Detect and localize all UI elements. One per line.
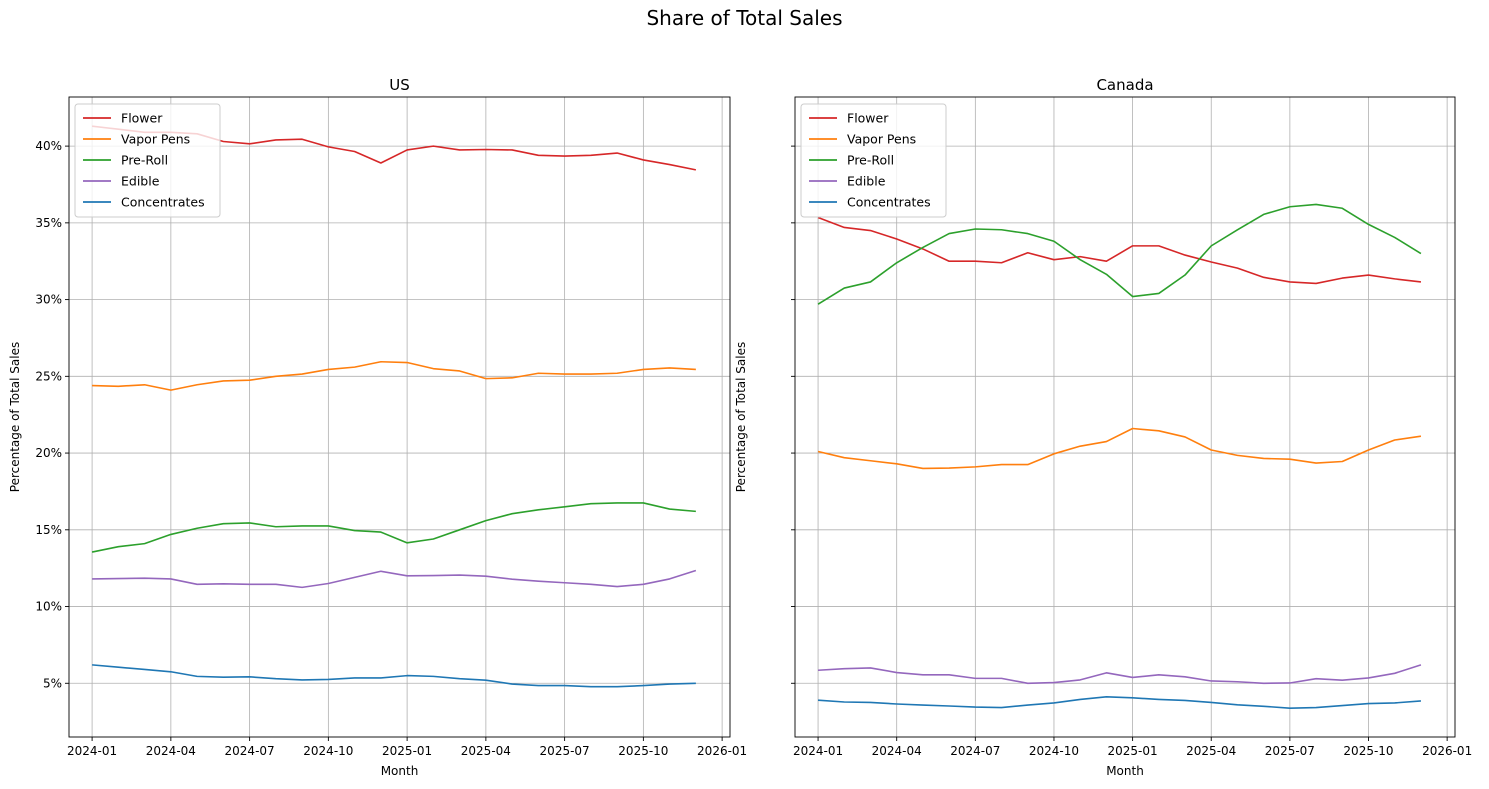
x-tick-label: 2025-10 [1343,744,1393,758]
x-tick-label: 2025-04 [461,744,511,758]
legend-label-edible: Edible [121,174,160,189]
y-tick-label: 20% [35,446,62,460]
plot-frame [68,96,731,738]
legend-label-flower: Flower [121,111,163,126]
x-tick-label: 2025-04 [1186,744,1236,758]
x-tick-label: 2024-01 [67,744,117,758]
y-tick-label: 5% [43,676,62,690]
x-tick-label: 2024-01 [793,744,843,758]
x-tick-label: 2025-07 [540,744,590,758]
x-axis-label: Month [1106,764,1144,778]
series-line-vapor-pens [92,360,696,391]
series-line-pre-roll [91,502,696,553]
series-line-vapor-pens [817,427,1422,470]
series-line-edible [818,664,1422,685]
legend-box [74,103,221,218]
x-tick-label: 2025-10 [618,744,668,758]
legend-box [800,103,947,218]
legend-label-vapor-pens: Vapor Pens [847,132,916,147]
panel-title: Canada [1096,76,1153,94]
x-tick-label: 2026-01 [697,744,747,758]
x-tick-label: 2024-10 [1029,744,1079,758]
x-tick-label: 2024-04 [872,744,922,758]
x-tick-label: 2025-01 [382,744,432,758]
y-tick-label: 25% [35,369,62,383]
x-tick-label: 2024-04 [146,744,196,758]
panel-canada: 2024-01 2024-04 2024-07 2024-10 2025-01 2025-… [734,76,1472,778]
legend-label-concentrates: Concentrates [847,195,931,210]
series-line-flower [817,216,1422,285]
legend-label-edible: Edible [847,174,886,189]
legend-label-concentrates: Concentrates [121,195,205,210]
legend-label-pre-roll: Pre-Roll [847,153,894,168]
series-line-concentrates [818,695,1421,709]
x-tick-label: 2026-01 [1422,744,1472,758]
legend: Flower Vapor Pens Pre-Roll Edible Concentrat… [74,103,221,218]
x-tick-label: 2024-07 [950,744,1000,758]
x-tick-label: 2024-10 [303,744,353,758]
y-tick-label: 10% [35,600,62,614]
legend-label-vapor-pens: Vapor Pens [121,132,190,147]
x-tick-label: 2024-07 [225,744,275,758]
x-axis-label: Month [381,764,419,778]
figure-title: Share of Total Sales [646,6,842,30]
chart-panels: 2024-01 2024-04 2024-07 2024-10 2025-01 2025-… [8,76,1472,778]
panel-us: 2024-01 2024-04 2024-07 2024-10 2025-01 2025-… [8,76,747,778]
series-line-pre-roll [817,203,1422,305]
y-axis-label: Percentage of Total Sales [734,342,748,492]
panel-title: US [389,76,410,94]
x-tick-label: 2025-07 [1265,744,1315,758]
legend: Flower Vapor Pens Pre-Roll Edible Concentrat… [800,103,947,218]
legend-label-flower: Flower [847,111,889,126]
series-line-concentrates [92,664,696,688]
y-tick-label: 40% [35,139,62,153]
y-tick-label: 15% [35,523,62,537]
legend-label-pre-roll: Pre-Roll [121,153,168,168]
plot-frame [794,96,1456,738]
y-axis-label: Percentage of Total Sales [8,342,22,492]
y-tick-label: 35% [35,216,62,230]
x-tick-label: 2025-01 [1108,744,1158,758]
series-line-edible [92,569,697,589]
y-tick-label: 30% [35,293,62,307]
